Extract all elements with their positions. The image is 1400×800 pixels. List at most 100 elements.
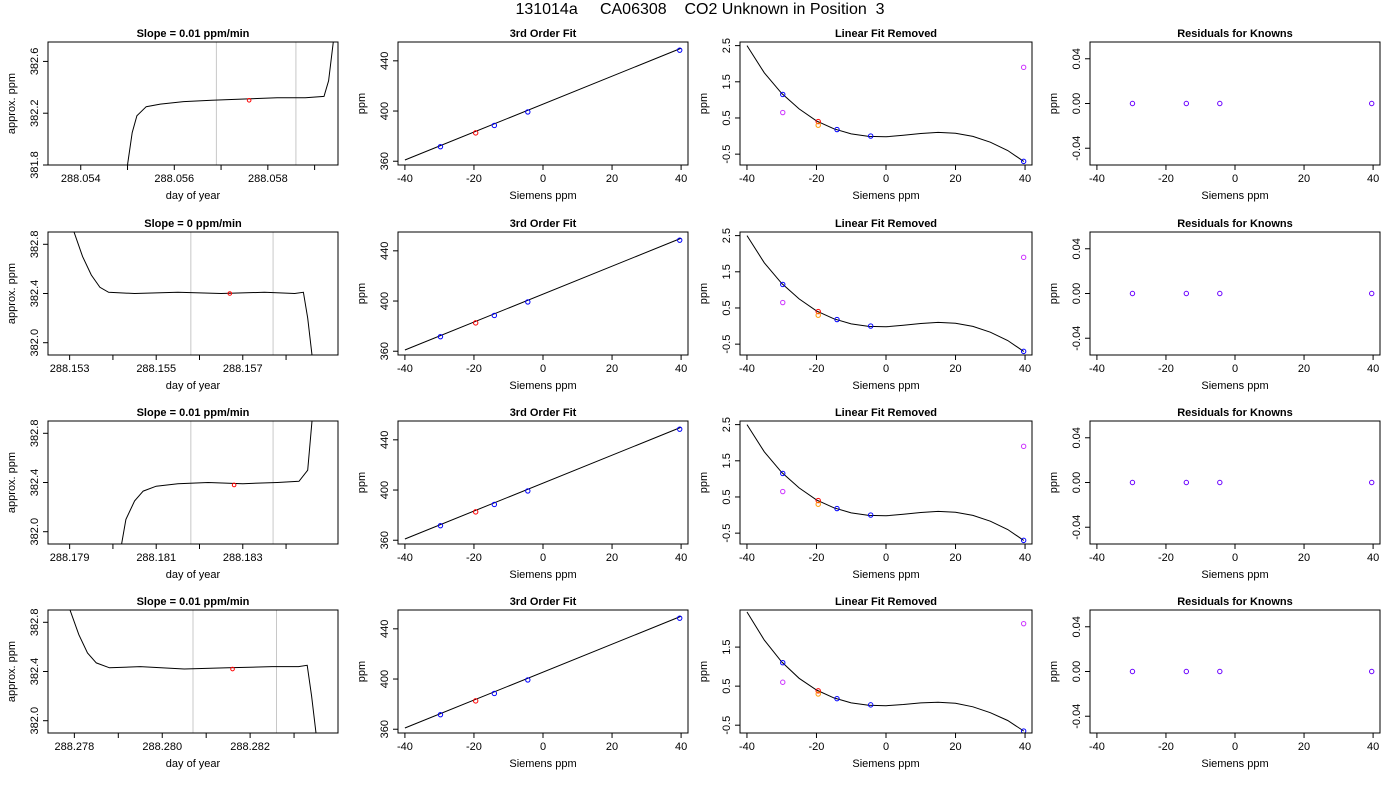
- panel-title: Slope = 0.01 ppm/min: [137, 596, 250, 608]
- plot-frame: [739, 609, 1033, 734]
- data-point: [1217, 479, 1223, 486]
- data-point: [1129, 100, 1136, 107]
- x-tick-label: -20: [466, 741, 482, 753]
- panel-title: 3rd Order Fit: [510, 407, 577, 419]
- panel-r2-fit: 3rd Order Fit -40 -20 0 20 40 360 400 440 Siemens…: [356, 218, 689, 392]
- plot-area: [1129, 100, 1375, 107]
- data-point: [1129, 479, 1136, 486]
- data-point: [472, 320, 479, 326]
- x-tick-label: 40: [1019, 552, 1031, 564]
- plot-area: [1129, 479, 1375, 486]
- fit-line: [404, 237, 682, 351]
- plot-frame: [47, 41, 339, 166]
- fit-curve: [746, 45, 1024, 162]
- data-point: [525, 488, 531, 494]
- data-point: [491, 501, 498, 508]
- data-point: [1129, 668, 1136, 675]
- x-axis-label: day of year: [166, 569, 221, 581]
- x-axis-label: Siemens ppm: [852, 758, 919, 770]
- x-tick-label: 0: [540, 173, 546, 185]
- plot-area: [69, 610, 317, 733]
- plot-area: [73, 232, 313, 355]
- data-point: [472, 698, 479, 704]
- x-tick-label: -40: [397, 741, 413, 753]
- y-axis-label: approx. ppm: [6, 263, 18, 324]
- x-tick-label: -40: [1089, 552, 1105, 564]
- data-point: [780, 299, 786, 306]
- plot-frame: [739, 41, 1033, 166]
- plot-frame: [739, 231, 1033, 356]
- plot-frame: [397, 609, 689, 734]
- data-point: [868, 512, 874, 518]
- y-tick-label: 400: [379, 102, 391, 120]
- fit-line: [404, 615, 682, 729]
- data-point: [780, 109, 786, 116]
- data-point: [437, 333, 444, 340]
- data-point: [868, 702, 874, 708]
- x-tick-label: 20: [1298, 363, 1310, 375]
- x-axis-label: Siemens ppm: [509, 569, 576, 581]
- panel-r3-trace: Slope = 0.01 ppm/min 288.179 288.181 288.18…: [6, 407, 339, 581]
- x-tick-label: 288.153: [50, 363, 90, 375]
- y-axis-label: approx. ppm: [6, 73, 18, 134]
- x-tick-label: -20: [809, 173, 825, 185]
- x-tick-label: 40: [1019, 741, 1031, 753]
- y-tick-label: -0.04: [1071, 326, 1083, 351]
- data-point: [1020, 64, 1027, 71]
- panel-r1-fit: 3rd Order Fit -40 -20 0 20 40 360 400 440 Siemens…: [356, 28, 689, 202]
- panel-r4-removed: Linear Fit Removed -40 -20 0 20 40 -0.5 0.5 1.5 S…: [698, 596, 1033, 770]
- panel-title: Slope = 0 ppm/min: [144, 218, 242, 230]
- x-tick-label: 20: [606, 363, 618, 375]
- plot-frame: [1089, 420, 1381, 545]
- x-tick-label: 0: [540, 741, 546, 753]
- x-axis-label: Siemens ppm: [509, 380, 576, 392]
- data-point: [780, 660, 786, 666]
- y-tick-label: 382.0: [29, 707, 41, 735]
- x-tick-label: 40: [1019, 363, 1031, 375]
- y-tick-label: 0.5: [721, 300, 733, 315]
- x-tick-label: 40: [675, 741, 687, 753]
- y-tick-label: 0.00: [1071, 472, 1083, 493]
- y-tick-label: 0.5: [721, 678, 733, 693]
- data-point: [780, 91, 786, 98]
- x-axis-label: Siemens ppm: [1201, 190, 1268, 202]
- x-tick-label: 40: [1367, 741, 1379, 753]
- x-tick-label: 0: [1232, 173, 1238, 185]
- y-axis-label: ppm: [356, 661, 368, 682]
- x-tick-label: 40: [1367, 173, 1379, 185]
- concentration-trace: [121, 421, 313, 544]
- data-point: [1217, 100, 1223, 107]
- x-tick-label: 288.157: [223, 363, 263, 375]
- x-axis-label: Siemens ppm: [509, 758, 576, 770]
- data-point: [815, 118, 821, 125]
- x-tick-label: -40: [739, 741, 755, 753]
- y-tick-label: -0.5: [721, 335, 733, 354]
- x-tick-label: 288.183: [223, 552, 263, 564]
- data-point: [1369, 479, 1375, 486]
- x-tick-label: -20: [809, 741, 825, 753]
- data-point: [1369, 668, 1375, 675]
- x-axis-label: Siemens ppm: [509, 190, 576, 202]
- y-tick-label: 382.6: [29, 48, 41, 76]
- panel-r2-resid: Residuals for Knowns -40 -20 0 20 40 -0.04 0.00…: [1048, 218, 1381, 392]
- x-tick-label: 20: [606, 741, 618, 753]
- x-tick-label: 0: [883, 363, 889, 375]
- x-axis-label: Siemens ppm: [1201, 758, 1268, 770]
- figure-title: 131014a CA06308 CO2 Unknown in Position …: [515, 1, 885, 18]
- data-point: [1020, 348, 1027, 355]
- x-tick-label: 288.278: [54, 741, 94, 753]
- x-tick-label: -40: [397, 552, 413, 564]
- data-point: [815, 497, 821, 504]
- data-point: [437, 522, 444, 529]
- plot-area: [746, 611, 1027, 733]
- x-tick-label: 20: [1298, 741, 1310, 753]
- y-tick-label: 382.4: [29, 469, 41, 497]
- y-tick-label: 0.5: [721, 110, 733, 125]
- x-tick-label: -20: [466, 363, 482, 375]
- y-tick-label: -0.04: [1071, 704, 1083, 729]
- y-tick-label: 382.8: [29, 609, 41, 637]
- x-tick-label: -20: [1158, 173, 1174, 185]
- data-point: [1020, 620, 1027, 627]
- y-tick-label: 1.5: [721, 264, 733, 279]
